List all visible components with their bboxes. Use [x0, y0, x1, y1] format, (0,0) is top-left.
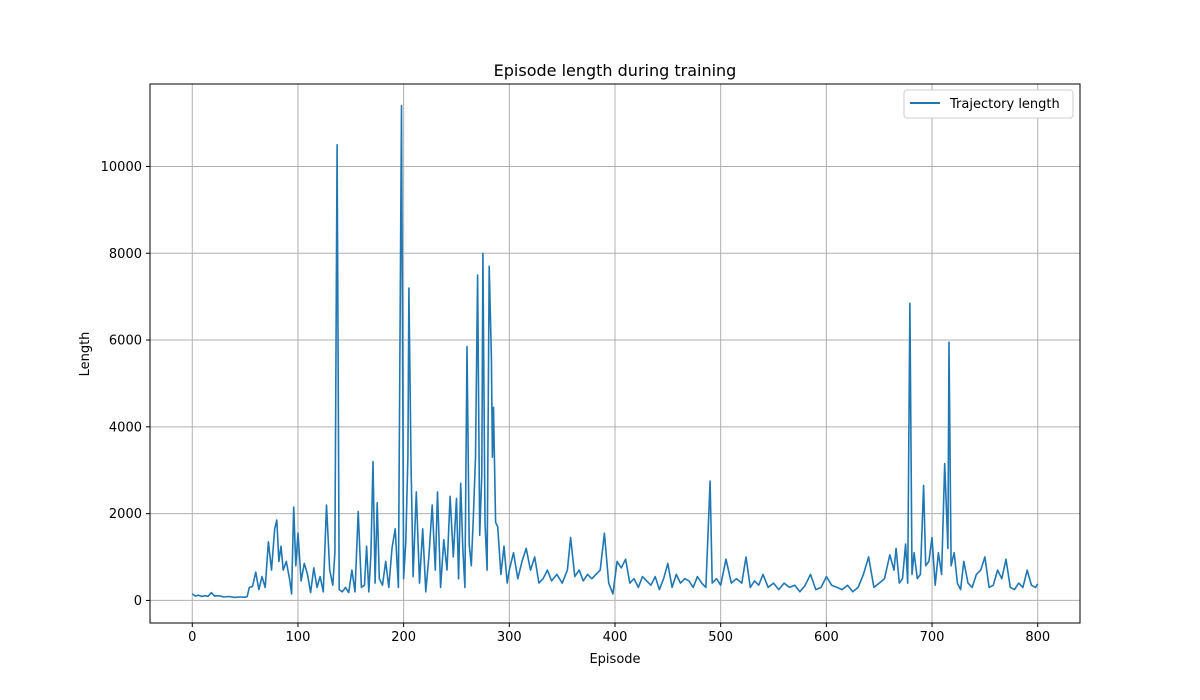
x-tick-label: 400 — [603, 630, 628, 645]
y-tick-label: 2000 — [109, 507, 142, 522]
legend: Trajectory length — [903, 89, 1074, 119]
y-axis-label: Length — [78, 332, 93, 377]
x-axis-ticks: 0 100 200 300 400 500 600 700 800 — [188, 623, 1050, 645]
legend-label: Trajectory length — [949, 97, 1060, 112]
chart-title: Episode length during training — [494, 61, 737, 80]
y-tick-label: 10000 — [101, 160, 142, 175]
y-tick-label: 0 — [134, 594, 142, 609]
series-line-trajectory-length — [191, 104, 1039, 599]
y-tick-label: 4000 — [109, 420, 142, 435]
x-tick-label: 300 — [497, 630, 522, 645]
x-tick-label: 800 — [1025, 630, 1050, 645]
x-axis-label: Episode — [589, 652, 640, 667]
y-axis-ticks: 0 2000 4000 6000 8000 10000 — [101, 160, 150, 609]
x-tick-label: 100 — [286, 630, 311, 645]
grid-lines — [150, 84, 1080, 623]
y-tick-label: 8000 — [109, 247, 142, 262]
x-tick-label: 200 — [391, 630, 416, 645]
x-tick-label: 700 — [920, 630, 945, 645]
x-tick-label: 500 — [708, 630, 733, 645]
y-tick-label: 6000 — [109, 334, 142, 349]
x-tick-label: 600 — [814, 630, 839, 645]
series-layer — [191, 104, 1039, 599]
legend-box — [903, 89, 1074, 119]
x-tick-label: 0 — [188, 630, 196, 645]
